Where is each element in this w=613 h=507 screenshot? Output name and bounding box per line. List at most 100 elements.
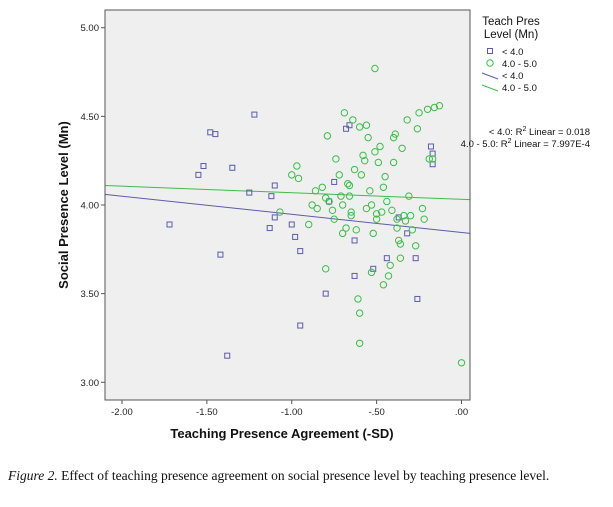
point-high-circle (371, 64, 379, 73)
point-high-circle (401, 217, 410, 225)
point-high-circle (357, 171, 366, 179)
point-high-circle (328, 206, 337, 215)
point-low-square (346, 122, 353, 129)
point-low-square (414, 295, 421, 302)
point-low-square (217, 251, 224, 258)
point-high-circle (364, 133, 372, 142)
point-high-circle (371, 148, 379, 156)
axis-ticks: -2.00 -1.50 -1.00 -.50 .00 3.00 3.50 4.00 4.50 5.… (81, 23, 469, 418)
r2-annotations: < 4.0: R2 Linear = 0.018 4.0 - 5.0: R2 L… (461, 126, 590, 150)
r2-annotation-low: < 4.0: R2 Linear = 0.018 (489, 126, 590, 138)
legend-title-line2: Level (Mn) (484, 29, 538, 41)
data-points (166, 64, 466, 367)
y-tick-label: 3.50 (81, 289, 100, 300)
point-low-square (427, 143, 434, 150)
point-high-circle (403, 116, 411, 124)
point-high-circle (338, 201, 347, 209)
point-high-circle (372, 215, 381, 223)
point-high-circle (389, 133, 398, 142)
point-low-square (292, 233, 299, 240)
point-low-square (212, 131, 219, 138)
plot-border (104, 9, 471, 401)
point-high-circle (376, 142, 384, 151)
x-tick-label: -.50 (368, 407, 384, 418)
point-high-circle (318, 183, 327, 191)
point-high-circle (389, 158, 398, 167)
point-high-circle (366, 187, 374, 195)
point-high-circle (305, 220, 313, 229)
point-high-circle (332, 155, 340, 163)
point-high-circle (359, 151, 367, 160)
point-low-square (297, 322, 304, 329)
point-low-square (268, 193, 275, 200)
point-high-circle (418, 204, 427, 213)
point-high-circle (374, 158, 383, 167)
point-high-circle (379, 183, 388, 191)
point-high-circle (347, 211, 355, 220)
point-high-circle (367, 201, 376, 209)
point-high-circle (386, 261, 394, 269)
point-high-circle (350, 165, 359, 174)
point-high-circle (367, 268, 376, 277)
legend-square-marker-icon (487, 48, 493, 54)
point-high-circle (293, 162, 301, 170)
point-high-circle (413, 125, 422, 133)
y-tick-label: 4.50 (81, 112, 100, 123)
legend-fit-line-high-icon (481, 84, 499, 92)
point-high-circle (323, 132, 332, 140)
fit-line-low (104, 193, 471, 234)
point-low-square (266, 225, 273, 232)
caption-lead: Figure 2. (8, 468, 58, 483)
point-high-circle (344, 180, 352, 188)
point-high-circle (340, 109, 349, 117)
point-high-circle (394, 236, 403, 245)
point-high-circle (311, 187, 320, 195)
point-high-circle (354, 295, 362, 303)
point-low-square (412, 255, 419, 262)
point-high-circle (378, 208, 386, 216)
point-high-circle (393, 215, 401, 223)
point-high-circle (342, 224, 350, 232)
legend-title-line1: Teach Pres (482, 16, 540, 28)
point-high-circle (347, 208, 355, 216)
point-high-circle (308, 201, 316, 209)
point-high-circle (313, 204, 321, 213)
legend: Teach Pres Level (Mn) < 4.0 4.0 - 5.0 < … (481, 16, 540, 94)
point-high-circle (398, 144, 406, 152)
point-high-circle (349, 116, 357, 124)
fit-line-high (104, 185, 471, 201)
point-low-square (251, 111, 258, 118)
point-high-circle (362, 121, 371, 129)
point-low-square (224, 352, 231, 359)
x-axis-label: Teaching Presence Agreement (-SD) (170, 426, 393, 441)
point-high-circle (288, 171, 296, 179)
point-high-circle (430, 103, 439, 112)
point-low-square (297, 248, 304, 255)
point-high-circle (384, 272, 393, 280)
y-tick-label: 4.00 (81, 201, 100, 212)
caption-text: Effect of teaching presence agreement on… (57, 468, 550, 483)
point-high-circle (408, 226, 416, 234)
point-low-square (200, 163, 207, 169)
point-high-circle (411, 242, 420, 250)
point-low-square (343, 125, 350, 132)
point-high-circle (352, 226, 360, 234)
plot-area (105, 10, 470, 400)
point-high-circle (379, 281, 388, 289)
point-high-circle (415, 109, 423, 117)
point-high-circle (396, 254, 405, 262)
point-high-circle (321, 265, 330, 273)
legend-circle-marker-icon (486, 59, 494, 67)
point-high-circle (406, 211, 415, 220)
point-low-square (195, 171, 202, 178)
fit-lines (104, 185, 471, 234)
point-high-circle (325, 197, 333, 206)
point-high-circle (425, 155, 433, 163)
point-high-circle (393, 224, 401, 232)
y-axis-label: Social Presence Level (Mn) (56, 121, 71, 289)
legend-fit-line-low-icon (481, 72, 499, 80)
point-high-circle (335, 171, 343, 179)
point-high-circle (435, 102, 444, 110)
point-high-circle (355, 123, 364, 131)
point-high-circle (457, 359, 466, 367)
